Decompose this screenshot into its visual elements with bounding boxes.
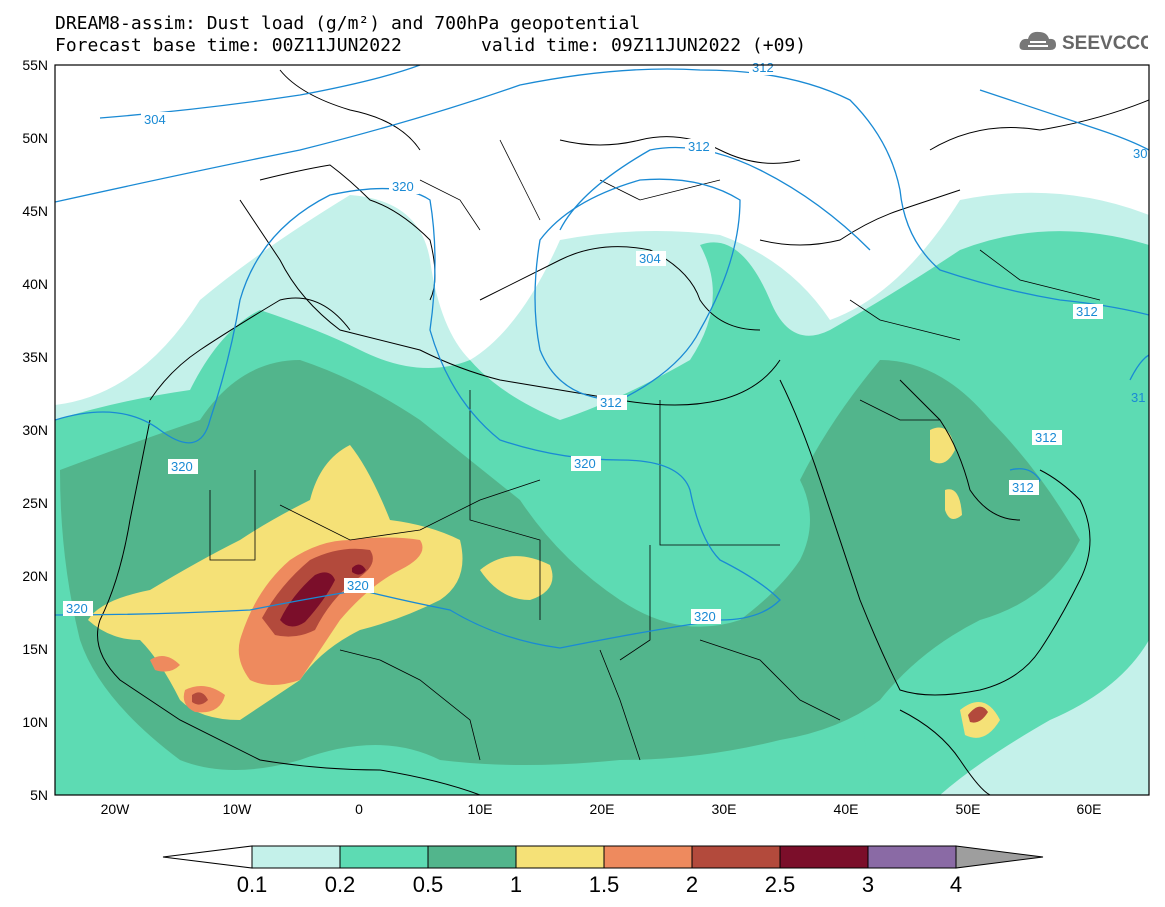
colorbar-swatch <box>779 845 869 869</box>
colorbar-label: 0.2 <box>325 872 356 897</box>
contour-label: 320 <box>66 601 88 616</box>
lon-label: 10E <box>468 801 493 817</box>
lat-label: 15N <box>22 641 48 657</box>
colorbar: 0.1 0.2 0.5 1 1.5 2 2.5 3 4 <box>162 845 1044 897</box>
colorbar-swatch <box>603 845 693 869</box>
lat-label: 45N <box>22 203 48 219</box>
colorbar-high-arrow <box>955 845 1044 869</box>
colorbar-swatch <box>691 845 781 869</box>
colorbar-label: 2 <box>686 872 698 897</box>
lon-label: 0 <box>355 801 363 817</box>
contour-label: 312 <box>600 395 622 410</box>
lat-label: 30N <box>22 422 48 438</box>
seevccc-logo: SEEVCCC <box>1018 26 1154 60</box>
lon-label: 20E <box>590 801 615 817</box>
map-title-valid-time: valid time: 09Z11JUN2022 (+09) <box>481 35 807 56</box>
contour-label: 320 <box>574 456 596 471</box>
contour-label: 312 <box>752 60 774 75</box>
lon-label: 40E <box>834 801 859 817</box>
colorbar-low-arrow <box>162 845 253 869</box>
contour-label: 320 <box>694 609 716 624</box>
colorbar-label: 4 <box>950 872 962 897</box>
contour-label: 31 <box>1131 390 1145 405</box>
lat-label: 55N <box>22 57 48 73</box>
lon-label: 30E <box>712 801 737 817</box>
lat-label: 40N <box>22 276 48 292</box>
contour-label: 312 <box>688 139 710 154</box>
colorbar-swatch <box>251 845 341 869</box>
lon-label: 50E <box>956 801 981 817</box>
contour-label: 304 <box>639 251 661 266</box>
colorbar-swatch <box>427 845 517 869</box>
colorbar-label: 0.5 <box>413 872 444 897</box>
colorbar-swatch <box>339 845 429 869</box>
lon-label: 60E <box>1077 801 1102 817</box>
lon-label: 20W <box>101 801 131 817</box>
longitude-labels: 20W 10W 0 10E 20E 30E 40E 50E 60E <box>101 801 1102 817</box>
dust-shading-orange <box>150 537 423 713</box>
map-title-line1: DREAM8-assim: Dust load (g/m²) and 700hP… <box>55 13 641 34</box>
cloud-logo-icon: SEEVCCC <box>1019 31 1154 54</box>
lon-label: 10W <box>223 801 253 817</box>
colorbar-swatch <box>515 845 605 869</box>
colorbar-label: 1 <box>510 872 522 897</box>
country-borders <box>209 139 1101 761</box>
logo-text: SEEVCCC <box>1062 33 1148 54</box>
contour-label: 320 <box>392 179 414 194</box>
map-title-base-time: Forecast base time: 00Z11JUN2022 <box>55 35 402 56</box>
colorbar-label: 0.1 <box>237 872 268 897</box>
geopotential-contours <box>55 65 1149 649</box>
contour-label: 312 <box>1035 430 1057 445</box>
map-frame <box>54 64 1150 796</box>
colorbar-label: 2.5 <box>765 872 796 897</box>
contour-label: 304 <box>144 112 166 127</box>
coastlines <box>97 69 1149 795</box>
lat-label: 35N <box>22 349 48 365</box>
contour-label: 320 <box>171 459 193 474</box>
latitude-labels: 55N 50N 45N 40N 35N 30N 25N 20N 15N 10N … <box>22 57 48 803</box>
lat-label: 5N <box>30 787 48 803</box>
contour-labels: 304 312 320 304 312 320 320 320 320 320 … <box>63 60 1147 624</box>
contour-label: 312 <box>1012 480 1034 495</box>
lat-label: 10N <box>22 714 48 730</box>
lat-label: 50N <box>22 130 48 146</box>
colorbar-label: 1.5 <box>589 872 620 897</box>
colorbar-swatch <box>867 845 957 869</box>
lat-label: 25N <box>22 495 48 511</box>
contour-label: 30 <box>1133 146 1147 161</box>
lat-label: 20N <box>22 568 48 584</box>
colorbar-label: 3 <box>862 872 874 897</box>
dust-shading-dark <box>60 360 1080 770</box>
contour-label: 320 <box>347 578 369 593</box>
contour-label: 312 <box>1076 304 1098 319</box>
